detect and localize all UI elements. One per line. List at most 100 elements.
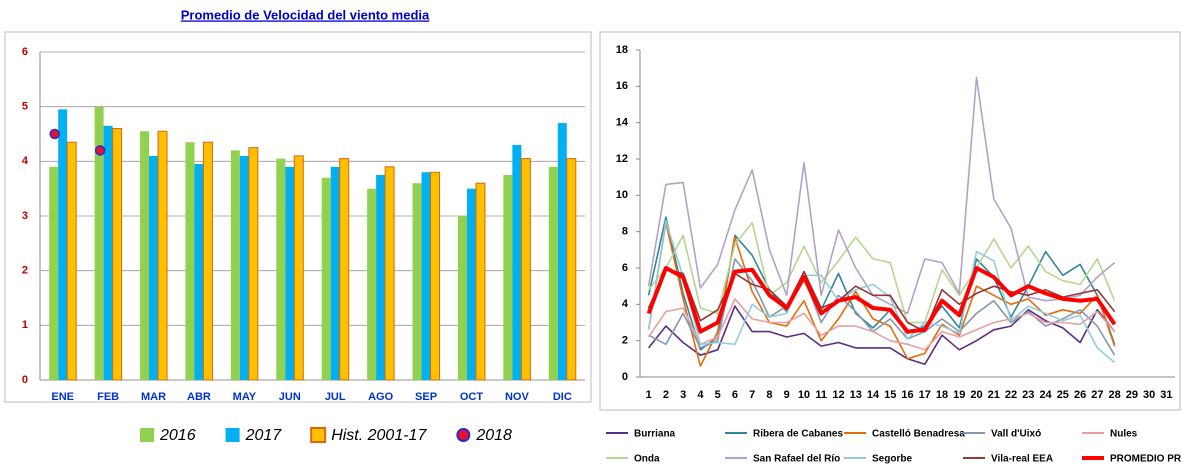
x-tick-label: JUN	[279, 391, 301, 403]
y-tick-label: 2	[622, 335, 628, 347]
bar	[66, 141, 77, 381]
legend-label: Segorbe	[872, 454, 912, 465]
x-tick-label: 25	[1057, 389, 1069, 401]
y-tick-label: 10	[616, 189, 628, 201]
line	[646, 266, 1117, 334]
x-tick-label: 17	[919, 389, 931, 401]
chart-title: Promedio de Velocidad del viento media	[181, 7, 430, 22]
bar	[512, 144, 522, 380]
line	[647, 298, 1116, 351]
bar	[202, 141, 213, 381]
x-tick-label: 15	[884, 389, 896, 401]
x-tick-label: DIC	[553, 391, 572, 403]
bar	[466, 188, 476, 380]
bar	[457, 216, 467, 380]
legend-label: San Rafael del Río	[753, 454, 840, 465]
bar	[285, 166, 295, 380]
x-tick-label: 21	[988, 389, 1000, 401]
y-tick-label: 5	[22, 101, 28, 113]
bar	[239, 155, 249, 380]
line	[647, 221, 1116, 367]
x-tick-label: 29	[1126, 389, 1138, 401]
x-tick-label: AGO	[368, 391, 394, 403]
legend-label: Ribera de Cabanes	[753, 429, 843, 440]
legend-label: PROMEDIO PR	[1110, 454, 1182, 465]
bar	[58, 109, 68, 381]
y-tick-label: 12	[616, 153, 628, 165]
legend-label: 2018	[475, 427, 512, 444]
y-tick-label: 16	[616, 80, 628, 92]
x-tick-label: 5	[715, 389, 721, 401]
x-tick-label: 22	[1005, 389, 1017, 401]
y-tick-label: 6	[22, 46, 28, 58]
bar	[194, 164, 204, 380]
x-tick-label: JUL	[325, 391, 346, 403]
x-tick-label: 3	[680, 389, 686, 401]
x-tick-label: 27	[1091, 389, 1103, 401]
legend-label: 2016	[159, 427, 196, 444]
x-tick-label: 8	[766, 389, 772, 401]
bar	[412, 183, 422, 380]
point	[94, 145, 106, 156]
x-tick-label: 7	[749, 389, 755, 401]
y-tick-label: 8	[622, 226, 628, 238]
x-tick-label: OCT	[460, 391, 484, 403]
bar	[157, 130, 168, 381]
x-tick-label: 20	[970, 389, 982, 401]
x-tick-label: 31	[1160, 389, 1172, 401]
legend-label: Vall d'Uixó	[991, 429, 1041, 440]
y-tick-label: 2	[22, 265, 28, 277]
x-tick-label: 24	[1039, 389, 1052, 401]
bar	[94, 106, 104, 381]
x-tick-label: 13	[850, 389, 862, 401]
y-tick-label: 18	[616, 44, 628, 56]
y-tick-label: 6	[622, 262, 628, 274]
x-tick-label: 4	[697, 389, 704, 401]
left-frame	[4, 31, 592, 403]
x-tick-label: 30	[1143, 389, 1155, 401]
bar	[330, 166, 340, 380]
bar	[384, 166, 395, 381]
legend-label: Castelló Benadresa	[872, 429, 965, 440]
point	[49, 128, 60, 140]
x-tick-label: 26	[1074, 389, 1086, 401]
x-tick-label: ABR	[187, 391, 211, 403]
legend-swatch	[310, 427, 327, 443]
bar	[367, 188, 377, 380]
bar	[276, 158, 286, 380]
x-tick-label: 11	[815, 389, 827, 401]
legend-swatch	[225, 428, 240, 442]
x-tick-label: MAR	[141, 391, 166, 403]
x-tick-label: NOV	[505, 391, 530, 403]
bar	[140, 131, 150, 380]
bar	[248, 147, 259, 381]
y-tick-label: 0	[622, 371, 628, 383]
legend-marker	[456, 428, 471, 442]
legend-label: Hist. 2001-17	[331, 427, 427, 444]
bar	[293, 155, 304, 381]
x-tick-label: SEP	[415, 391, 437, 403]
x-tick-label: 23	[1022, 389, 1034, 401]
x-tick-label: 19	[953, 389, 965, 401]
x-tick-label: 28	[1108, 389, 1120, 401]
bar	[321, 177, 331, 380]
line	[647, 220, 1116, 364]
bar	[520, 158, 531, 381]
right-frame	[599, 31, 1181, 411]
x-tick-label: MAY	[233, 391, 257, 403]
legend-swatch	[140, 428, 154, 442]
bar	[49, 166, 59, 380]
x-tick-label: 18	[936, 389, 948, 401]
bar	[149, 155, 159, 380]
legend-label: Vila-real EEA	[991, 454, 1053, 465]
legend-label: Burriana	[634, 429, 676, 440]
bar	[475, 182, 486, 381]
bar	[376, 175, 386, 380]
bar	[230, 150, 240, 380]
y-tick-label: 1	[22, 319, 28, 331]
bar	[548, 166, 558, 380]
y-tick-label: 14	[616, 117, 629, 129]
bar	[103, 125, 113, 380]
bar	[421, 172, 431, 380]
